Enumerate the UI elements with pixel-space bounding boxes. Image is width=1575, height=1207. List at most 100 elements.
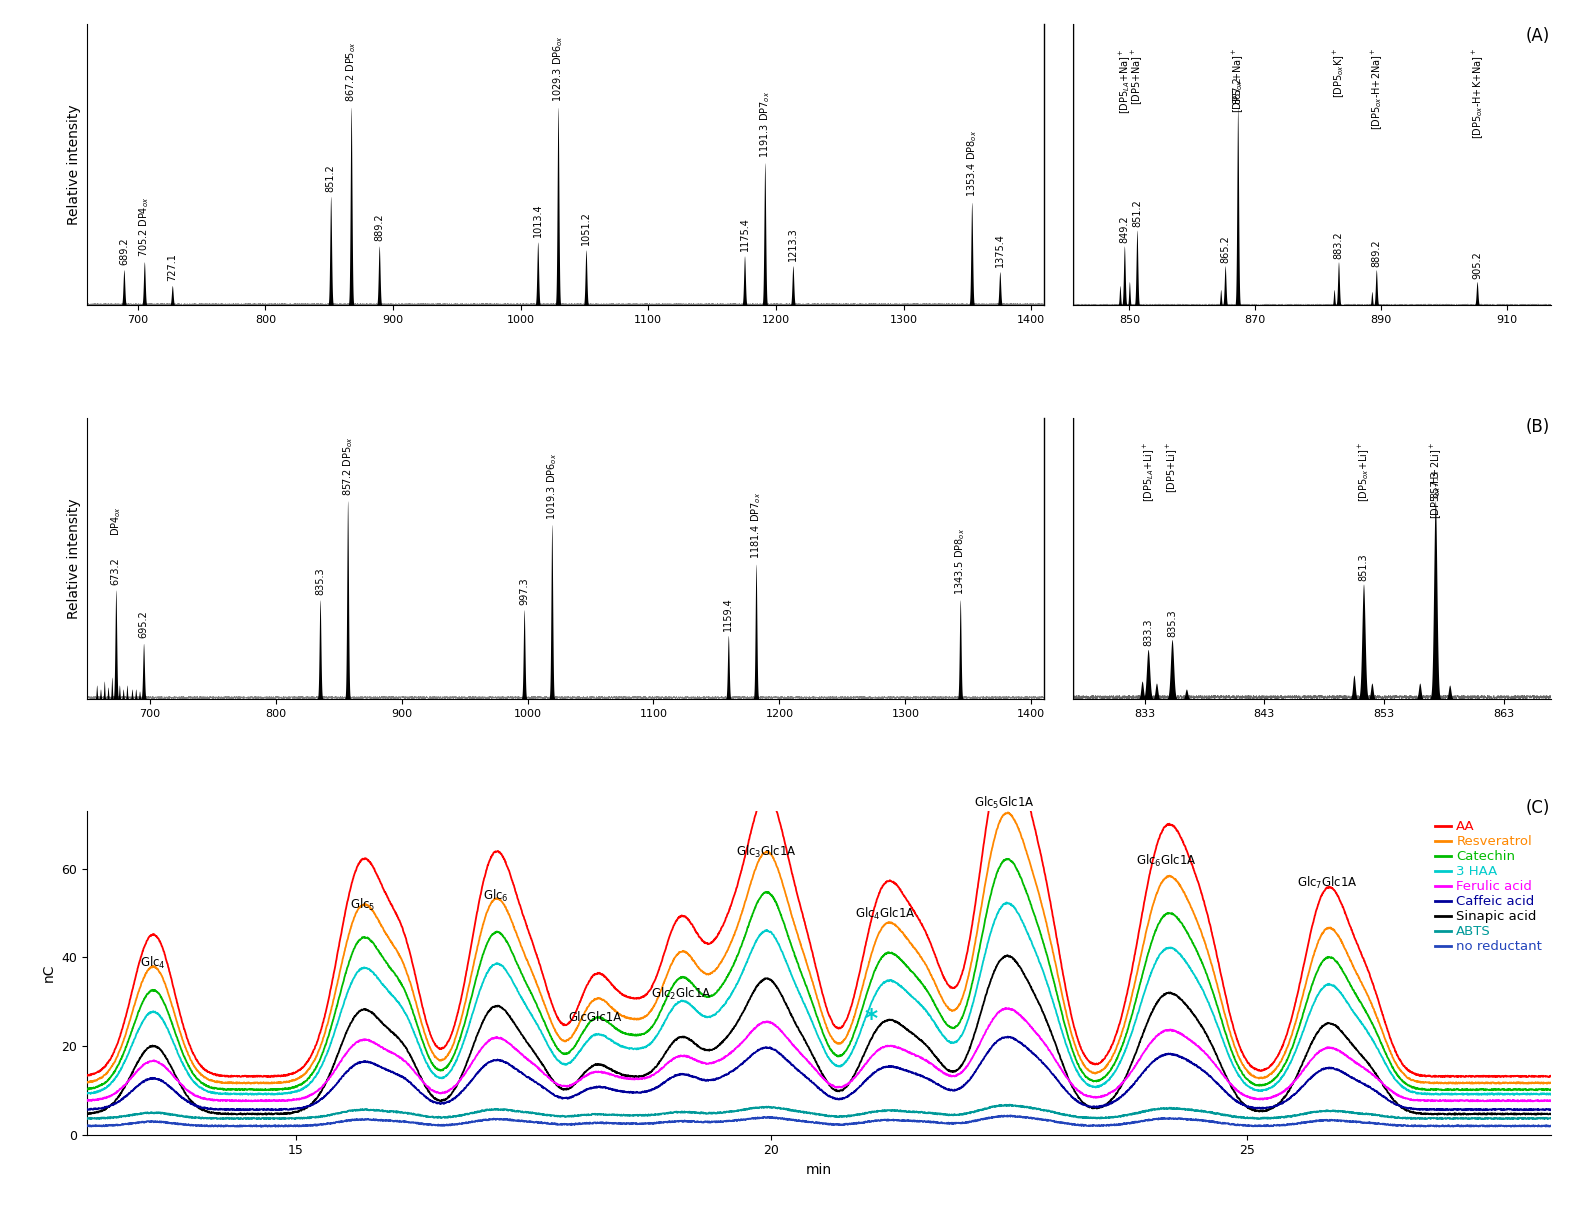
Catechin [1542, 1083, 1561, 1097]
Resveratrol [773, 876, 792, 891]
AA [1498, 1069, 1517, 1084]
3 HAA [1498, 1088, 1517, 1102]
Text: Glc$_5$Glc1A: Glc$_5$Glc1A [973, 795, 1035, 811]
Text: 997.3: 997.3 [520, 577, 529, 605]
Line: ABTS: ABTS [87, 1104, 1551, 1119]
Line: Catechin: Catechin [87, 859, 1551, 1090]
Text: (A): (A) [1526, 27, 1550, 45]
Line: Ferulic acid: Ferulic acid [87, 1008, 1551, 1101]
Text: [DP5$_{ox}$-H+2Li]$^+$: [DP5$_{ox}$-H+2Li]$^+$ [1429, 442, 1443, 519]
Catechin [693, 986, 712, 1001]
Sinapic acid [773, 990, 792, 1004]
Text: 1051.2: 1051.2 [581, 211, 591, 245]
Resveratrol [1498, 1075, 1517, 1090]
Caffeic acid [1425, 1102, 1444, 1116]
Text: [DP5$_{ox}$-H+K+Na]$^+$: [DP5$_{ox}$-H+K+Na]$^+$ [1469, 48, 1485, 139]
Caffeic acid [1542, 1103, 1561, 1118]
3 HAA [773, 945, 792, 960]
Text: 835.3: 835.3 [315, 567, 324, 595]
ABTS [1142, 1103, 1161, 1118]
Resveratrol [1542, 1075, 1561, 1090]
Ferulic acid [1463, 1094, 1482, 1108]
3 HAA [1540, 1088, 1559, 1102]
Catechin [704, 989, 723, 1003]
ABTS [1000, 1097, 1019, 1112]
ABTS [704, 1106, 723, 1120]
Line: Caffeic acid: Caffeic acid [87, 1037, 1551, 1110]
X-axis label: min: min [806, 1162, 832, 1177]
Caffeic acid [704, 1073, 723, 1088]
Text: [DP5$_{ox}$+Li]$^+$: [DP5$_{ox}$+Li]$^+$ [1356, 442, 1370, 502]
Resveratrol [693, 963, 712, 978]
ABTS [77, 1112, 96, 1126]
no reductant [693, 1115, 712, 1130]
3 HAA [77, 1086, 96, 1101]
Text: 889.2: 889.2 [375, 214, 384, 241]
Text: 851.2: 851.2 [326, 164, 335, 192]
Text: 1353.4 DP8$_{ox}$: 1353.4 DP8$_{ox}$ [965, 130, 978, 198]
Caffeic acid [1142, 1056, 1161, 1071]
Text: Glc$_6$: Glc$_6$ [484, 888, 509, 904]
Text: 1191.3 DP7$_{ox}$: 1191.3 DP7$_{ox}$ [758, 91, 772, 158]
Text: [DP5$_{LA}$+Na]$^+$: [DP5$_{LA}$+Na]$^+$ [1117, 48, 1132, 113]
Ferulic acid [1424, 1094, 1443, 1108]
Text: 851.2: 851.2 [1132, 199, 1142, 227]
Text: Glc$_2$Glc1A: Glc$_2$Glc1A [650, 986, 712, 1002]
Text: 833.3: 833.3 [1143, 619, 1153, 647]
ABTS [1498, 1110, 1517, 1125]
Text: 867.2 DP5$_{ox}$: 867.2 DP5$_{ox}$ [345, 42, 358, 103]
Caffeic acid [693, 1073, 712, 1088]
Y-axis label: Relative intensity: Relative intensity [68, 498, 80, 618]
AA [77, 1068, 96, 1083]
Text: 857.3: 857.3 [1430, 470, 1440, 497]
Text: 705.2 DP4$_{ox}$: 705.2 DP4$_{ox}$ [137, 197, 151, 257]
Ferulic acid [77, 1094, 96, 1108]
Line: 3 HAA: 3 HAA [87, 903, 1551, 1095]
no reductant [995, 1108, 1014, 1123]
Resveratrol [77, 1075, 96, 1090]
Text: 695.2: 695.2 [139, 611, 148, 639]
Catechin [997, 852, 1016, 867]
Caffeic acid [238, 1103, 257, 1118]
Text: 889.2: 889.2 [1372, 239, 1381, 267]
no reductant [77, 1119, 96, 1133]
Ferulic acid [693, 1055, 712, 1069]
Text: 1159.4: 1159.4 [723, 596, 734, 630]
Text: DP4$_{ox}$: DP4$_{ox}$ [109, 507, 123, 536]
ABTS [1468, 1112, 1487, 1126]
3 HAA [997, 896, 1016, 910]
Text: 849.2: 849.2 [1120, 215, 1129, 243]
Text: [DP5$_{ox}$-H+2Na]$^+$: [DP5$_{ox}$-H+2Na]$^+$ [1369, 48, 1384, 130]
Sinapic acid [1142, 1007, 1161, 1021]
Catechin [1424, 1081, 1443, 1096]
Sinapic acid [999, 949, 1017, 963]
Catechin [1476, 1083, 1495, 1097]
Line: no reductant: no reductant [87, 1115, 1551, 1126]
Text: Glc$_7$Glc1A: Glc$_7$Glc1A [1298, 875, 1358, 891]
Text: 1375.4: 1375.4 [995, 233, 1005, 267]
Text: 1175.4: 1175.4 [740, 217, 750, 251]
AA [704, 932, 723, 946]
Text: 1013.4: 1013.4 [532, 204, 543, 237]
Line: Sinapic acid: Sinapic acid [87, 956, 1551, 1114]
Sinapic acid [1498, 1107, 1517, 1121]
Text: Glc$_6$Glc1A: Glc$_6$Glc1A [1136, 852, 1197, 869]
Text: Glc$_5$: Glc$_5$ [350, 897, 375, 912]
Caffeic acid [999, 1030, 1017, 1044]
Sinapic acid [1542, 1107, 1561, 1121]
3 HAA [704, 1008, 723, 1022]
Caffeic acid [1498, 1102, 1517, 1116]
Sinapic acid [1424, 1107, 1443, 1121]
Ferulic acid [704, 1056, 723, 1071]
AA [1142, 859, 1161, 874]
AA [244, 1069, 263, 1084]
Text: [DP5+Li]$^+$: [DP5+Li]$^+$ [1164, 442, 1180, 494]
Catechin [1142, 935, 1161, 950]
Resveratrol [999, 805, 1017, 820]
Text: 865.2: 865.2 [1221, 235, 1230, 263]
no reductant [1498, 1119, 1517, 1133]
Text: Glc$_3$Glc1A: Glc$_3$Glc1A [736, 844, 797, 859]
Text: 727.1: 727.1 [167, 252, 178, 281]
Catechin [1498, 1083, 1517, 1097]
Resveratrol [704, 964, 723, 979]
